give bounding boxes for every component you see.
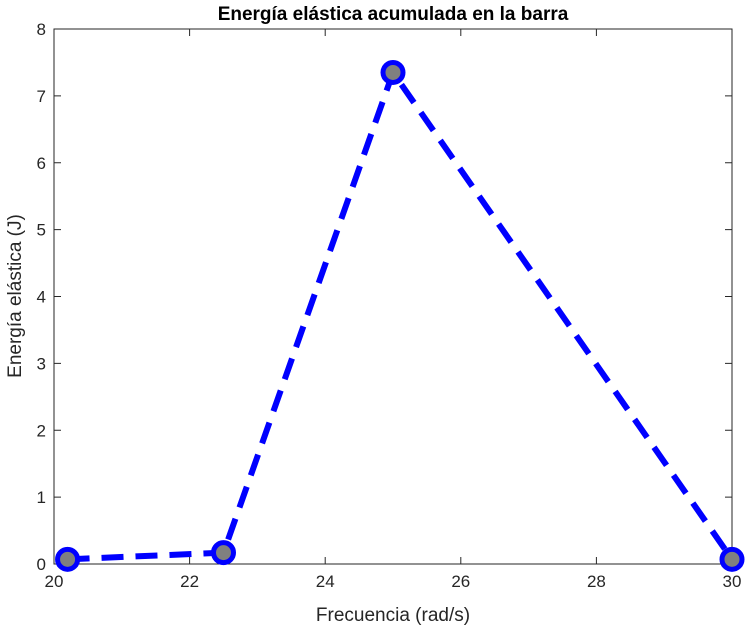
series-layer <box>55 59 745 572</box>
series-line <box>67 69 735 563</box>
x-tick-label: 30 <box>723 572 742 591</box>
data-point <box>719 546 745 572</box>
x-tick-label: 28 <box>587 572 606 591</box>
y-tick-label: 7 <box>37 87 46 106</box>
y-tick-label: 2 <box>37 421 46 440</box>
data-point <box>55 546 81 572</box>
y-tick-label: 0 <box>37 555 46 574</box>
y-tick-label: 6 <box>37 154 46 173</box>
y-tick-label: 8 <box>37 20 46 39</box>
y-tick-label: 5 <box>37 221 46 240</box>
x-tick-label: 20 <box>45 572 64 591</box>
data-point <box>211 540 236 566</box>
x-tick-label: 24 <box>316 572 335 591</box>
y-axis-label: Energía elástica (J) <box>5 214 26 378</box>
x-axis-label: Frecuencia (rad/s) <box>316 605 470 626</box>
chart-title: Energía elástica acumulada en la barra <box>218 4 569 25</box>
x-tick-label: 22 <box>180 572 199 591</box>
y-tick-label: 3 <box>37 354 46 373</box>
y-tick-label: 4 <box>37 288 46 307</box>
x-tick-label: 26 <box>451 572 470 591</box>
plot-area <box>53 28 733 565</box>
data-point <box>380 59 406 85</box>
y-tick-label: 1 <box>37 488 46 507</box>
